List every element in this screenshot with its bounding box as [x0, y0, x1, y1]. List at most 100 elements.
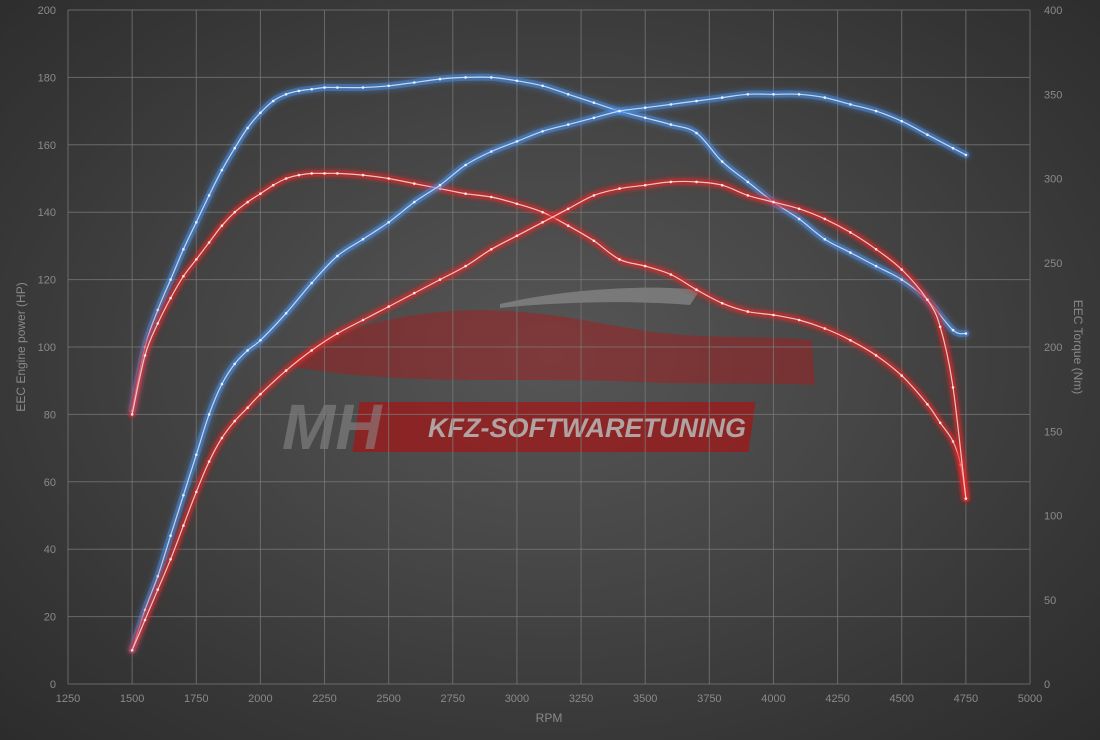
- data-point: [669, 123, 673, 126]
- data-point: [592, 101, 596, 104]
- data-point: [464, 192, 467, 195]
- data-point: [233, 419, 236, 423]
- data-point: [515, 79, 519, 83]
- data-point: [643, 106, 647, 109]
- x-axis-title: RPM: [536, 711, 563, 725]
- series-1: [128, 73, 970, 415]
- data-point: [643, 264, 647, 268]
- data-point: [951, 386, 955, 389]
- data-point: [310, 281, 314, 285]
- data-point: [220, 436, 224, 440]
- data-point: [220, 224, 224, 227]
- data-point: [951, 440, 955, 443]
- data-point: [169, 534, 172, 537]
- y-left-tick-label: 160: [38, 140, 56, 152]
- data-point: [143, 618, 147, 622]
- y-left-tick-label: 180: [38, 72, 56, 84]
- data-point: [143, 354, 147, 357]
- data-point: [592, 194, 596, 197]
- data-point: [413, 81, 416, 84]
- data-point: [541, 210, 544, 214]
- y-right-tick-label: 300: [1044, 174, 1062, 186]
- data-point: [541, 84, 544, 88]
- data-point: [926, 133, 929, 136]
- series-line: [131, 76, 967, 412]
- data-point: [156, 322, 160, 325]
- data-point: [361, 237, 365, 241]
- series-layer: [128, 73, 970, 654]
- data-point: [874, 109, 878, 113]
- data-point: [515, 234, 519, 238]
- data-point: [900, 278, 903, 281]
- data-point: [490, 248, 493, 251]
- y-axis-right: 0 50 100 150 200 250 300 350 400: [1044, 5, 1062, 691]
- data-point: [310, 87, 314, 91]
- data-point: [361, 318, 365, 322]
- data-point: [823, 237, 827, 241]
- data-point: [361, 173, 365, 177]
- data-point: [797, 217, 801, 221]
- data-point: [156, 308, 160, 312]
- data-point: [964, 153, 968, 157]
- data-point: [207, 241, 211, 244]
- data-point: [823, 96, 827, 99]
- data-point: [156, 574, 160, 578]
- data-point: [130, 649, 134, 652]
- data-point: [336, 172, 339, 175]
- data-point: [669, 273, 673, 276]
- data-point: [618, 187, 621, 190]
- data-point: [246, 406, 249, 410]
- data-point: [772, 93, 775, 96]
- data-point: [592, 239, 596, 243]
- data-point: [195, 490, 198, 494]
- data-point: [387, 84, 391, 88]
- data-point: [464, 163, 467, 167]
- data-point: [797, 207, 801, 211]
- x-axis: 1250 1500 1750 2000 2250 2500 2750 3000 3250 3500…: [56, 693, 1042, 705]
- data-point: [849, 231, 852, 234]
- x-tick-label: 1750: [184, 693, 208, 705]
- data-point: [336, 86, 339, 89]
- data-point: [464, 264, 467, 268]
- data-point: [438, 278, 442, 281]
- y-left-tick-label: 120: [38, 275, 56, 287]
- data-point: [618, 258, 621, 261]
- data-point: [233, 362, 236, 366]
- y-right-tick-label: 50: [1044, 595, 1056, 607]
- data-point: [284, 312, 288, 315]
- data-point: [772, 313, 775, 317]
- data-point: [900, 119, 903, 123]
- data-point: [849, 103, 852, 106]
- data-point: [387, 221, 391, 224]
- x-tick-label: 3750: [697, 693, 721, 705]
- data-point: [387, 177, 391, 180]
- data-point: [233, 146, 236, 150]
- data-point: [284, 369, 288, 372]
- data-point: [207, 194, 211, 197]
- data-point: [938, 325, 942, 329]
- x-tick-label: 1500: [120, 693, 144, 705]
- data-point: [130, 413, 134, 416]
- data-point: [900, 268, 903, 271]
- data-point: [797, 93, 801, 96]
- data-point: [669, 180, 673, 184]
- y-right-tick-label: 250: [1044, 258, 1062, 270]
- data-point: [413, 182, 416, 185]
- x-tick-label: 5000: [1018, 693, 1042, 705]
- watermark-swoosh: [500, 287, 700, 308]
- y-axis-right-title: EEC Torque (Nm): [1071, 300, 1085, 394]
- data-point: [874, 248, 878, 251]
- x-tick-label: 4500: [889, 693, 913, 705]
- y-axis-left-title: EEC Engine power (HP): [14, 282, 28, 411]
- data-point: [156, 588, 160, 591]
- data-point: [566, 224, 570, 227]
- series-2: [128, 169, 970, 503]
- data-point: [951, 146, 955, 150]
- series-3: [128, 90, 970, 654]
- data-point: [695, 131, 698, 135]
- data-point: [233, 210, 236, 214]
- y-left-tick-label: 80: [44, 409, 56, 421]
- data-point: [438, 183, 442, 187]
- data-point: [746, 180, 750, 184]
